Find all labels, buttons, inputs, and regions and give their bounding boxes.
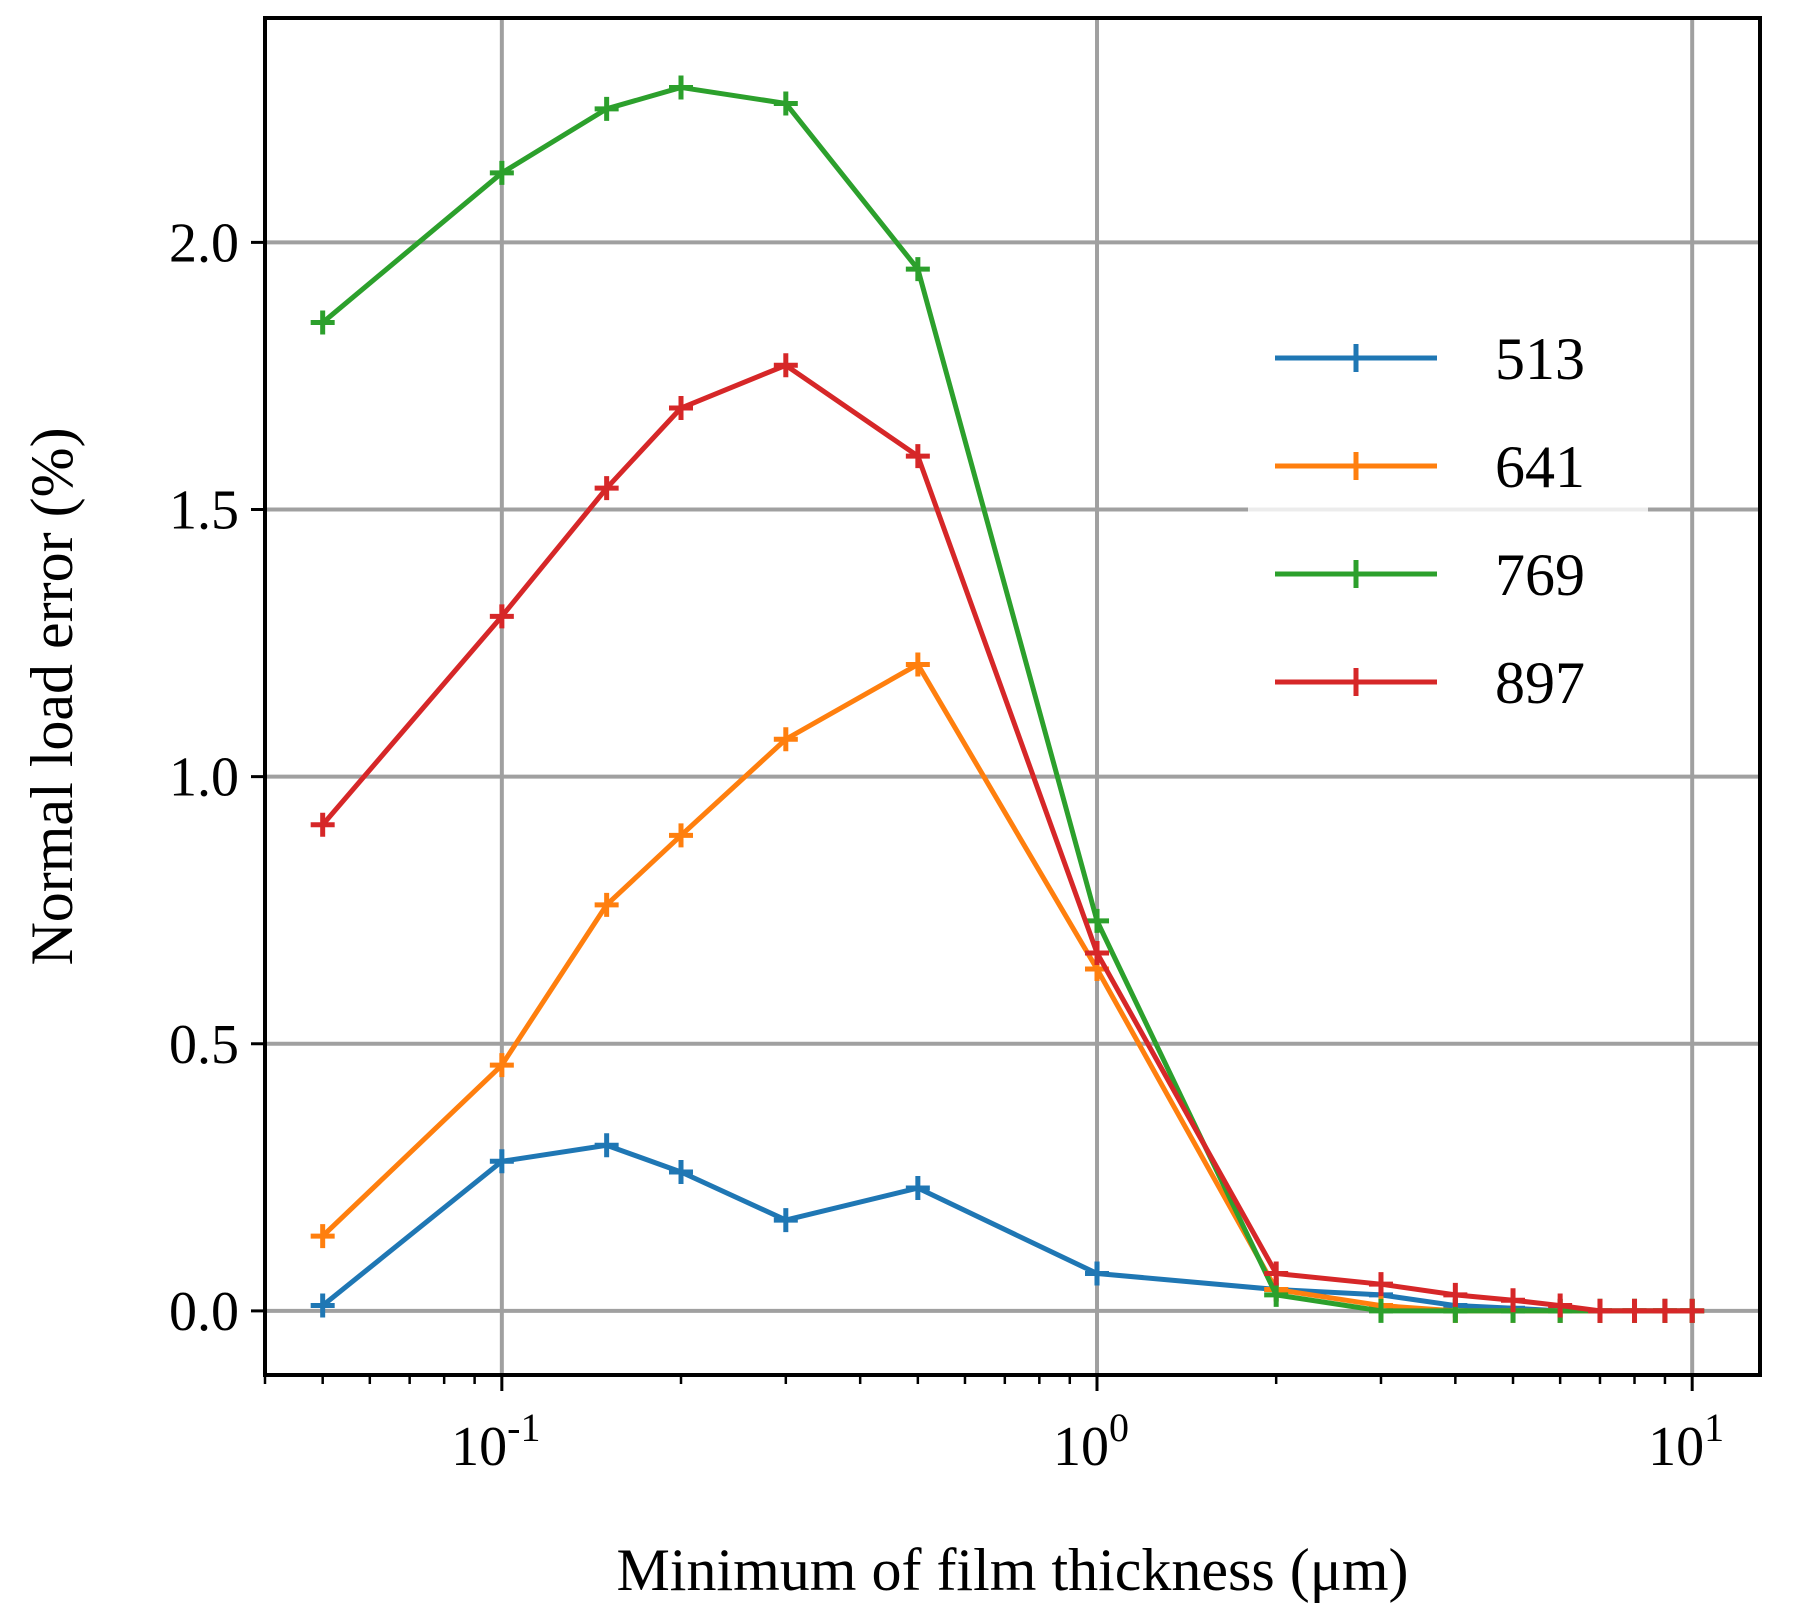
y-tick-label: 1.0 — [169, 747, 239, 809]
data-point — [489, 160, 514, 185]
x-tick-label: 101 — [1648, 1405, 1724, 1478]
legend-label: 641 — [1495, 434, 1585, 500]
data-point — [1085, 908, 1110, 933]
data-point — [669, 823, 694, 848]
data-point — [594, 96, 619, 121]
data-point — [773, 727, 798, 752]
data-point — [1652, 1298, 1677, 1323]
legend-label: 513 — [1495, 326, 1585, 392]
y-tick-label: 1.5 — [169, 480, 239, 542]
legend-marker — [1342, 344, 1370, 372]
legend-box — [1248, 312, 1648, 742]
data-point — [1622, 1298, 1647, 1323]
data-point — [1264, 1282, 1289, 1307]
x-axis-label: Minimum of film thickness (μm) — [616, 1537, 1408, 1603]
series-line — [320, 661, 1693, 1314]
data-point — [1443, 1282, 1468, 1307]
data-point — [310, 812, 335, 837]
data-point — [594, 1133, 619, 1158]
data-point — [489, 1149, 514, 1174]
plot-frame — [263, 16, 1762, 1377]
y-tick-label: 0.0 — [169, 1281, 239, 1343]
data-point — [594, 476, 619, 501]
data-point — [905, 652, 930, 677]
data-point — [773, 91, 798, 116]
data-point — [1368, 1298, 1393, 1323]
data-point — [1368, 1272, 1393, 1297]
series-897 — [310, 353, 1705, 1323]
y-tick-label: 2.0 — [169, 212, 239, 274]
x-tick-label: 100 — [1053, 1405, 1129, 1478]
data-point — [489, 604, 514, 629]
y-axis-label: Normal load error (%) — [19, 427, 85, 965]
data-point — [310, 310, 335, 335]
data-point — [1548, 1293, 1573, 1318]
data-point — [1264, 1261, 1289, 1286]
data-point — [773, 1208, 798, 1233]
data-point — [310, 1224, 335, 1249]
series-line — [321, 1142, 1693, 1314]
series-641 — [310, 652, 1705, 1323]
legend: 513 641 769 897 — [1248, 312, 1648, 742]
legend-item: 641 — [1275, 434, 1585, 500]
data-point — [1587, 1298, 1612, 1323]
data-point — [773, 353, 798, 378]
legend-label: 769 — [1495, 542, 1585, 608]
series-layer — [310, 75, 1705, 1323]
legend-item: 513 — [1275, 326, 1585, 392]
legend-marker — [1342, 560, 1370, 588]
legend-marker — [1342, 452, 1370, 480]
legend-label: 897 — [1495, 650, 1585, 716]
data-point — [1085, 940, 1110, 965]
data-point — [669, 396, 694, 421]
legend-item: 897 — [1275, 650, 1585, 716]
legend-item: 769 — [1275, 542, 1585, 608]
axis-ticks: 0.0 0.5 1.0 1.5 2.0 10-1 100 101 — [169, 212, 1724, 1478]
data-point — [1085, 1261, 1110, 1286]
data-point — [489, 1053, 514, 1078]
legend-marker — [1342, 668, 1370, 696]
data-point — [905, 257, 930, 282]
data-point — [669, 1159, 694, 1184]
data-point — [1501, 1288, 1526, 1313]
data-point — [905, 444, 930, 469]
series-line — [320, 362, 1693, 1314]
x-tick-label: 10-1 — [451, 1405, 540, 1478]
y-tick-label: 0.5 — [169, 1014, 239, 1076]
data-point — [905, 1176, 930, 1201]
data-point — [1680, 1298, 1705, 1323]
series-513 — [310, 1133, 1705, 1323]
data-point — [669, 75, 694, 100]
data-point — [594, 892, 619, 917]
data-point — [310, 1293, 335, 1318]
